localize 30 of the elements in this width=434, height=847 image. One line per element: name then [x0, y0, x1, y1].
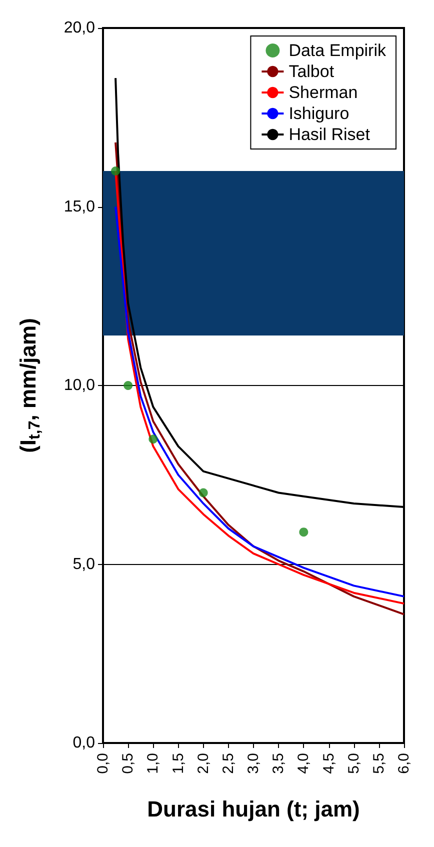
x-tick-label: 5,0	[345, 753, 362, 774]
legend-label: Ishiguro	[288, 104, 350, 123]
point	[148, 434, 158, 444]
x-tick-label: 5,5	[370, 753, 388, 774]
x-tick-label: 2,0	[194, 753, 212, 774]
x-tick-label: 4,5	[320, 753, 338, 774]
legend-label: Sherman	[288, 83, 358, 102]
y-axis-title: (It,7, mm/jam)	[16, 318, 44, 453]
x-tick-label: 6,0	[396, 753, 412, 774]
x-tick-label: 1,5	[170, 753, 187, 774]
y-tick-label: 5,0	[72, 556, 96, 573]
x-tick-label: 3,5	[270, 753, 288, 774]
legend-label: Hasil Riset	[288, 125, 370, 144]
y-tick-label: 10,0	[64, 377, 96, 394]
x-tick-label: 2,5	[220, 753, 237, 774]
point	[124, 381, 133, 390]
x-tick-label: 3,0	[245, 753, 262, 774]
x-tick-label: 1,0	[144, 753, 162, 774]
y-tick-label: 20,0	[64, 20, 96, 36]
x-tick-label: 0,0	[94, 753, 112, 774]
point	[299, 528, 308, 537]
legend-label: Data Empirik	[288, 41, 386, 60]
x-tick-label: 0,5	[120, 753, 137, 774]
y-tick-label: 0,0	[72, 734, 96, 752]
y-tick-label: 15,0	[64, 198, 96, 216]
x-axis-title: Durasi hujan (t; jam)	[147, 796, 360, 822]
legend-label: Talbot	[288, 62, 334, 81]
point	[111, 166, 120, 176]
point	[198, 488, 208, 498]
x-tick-label: 4,0	[295, 753, 312, 774]
